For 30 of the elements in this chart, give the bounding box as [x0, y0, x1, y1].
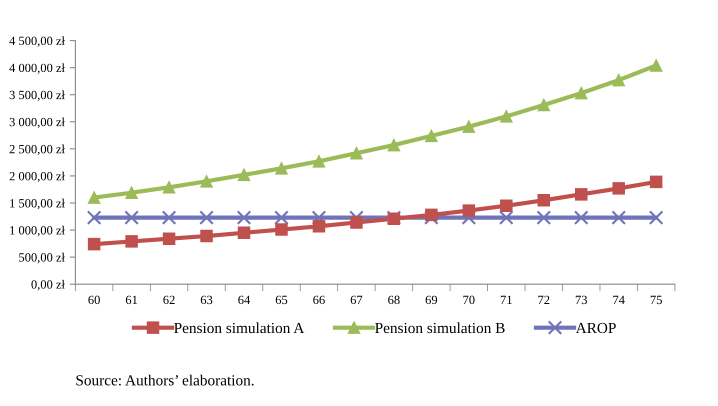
x-tick-label: 70 — [463, 296, 475, 304]
x-tick-label: 65 — [276, 296, 288, 304]
y-tick-label: 500,00 zł — [19, 252, 65, 264]
y-tick-label: 1 000,00 zł — [10, 226, 65, 236]
y-tick-label: 3 000,00 zł — [10, 117, 65, 128]
x-tick-label: 62 — [163, 296, 175, 304]
y-tick-label: 2 000,00 zł — [10, 172, 65, 182]
x-tick-label: 66 — [313, 296, 325, 304]
y-tick-label: 4 500,00 zł — [9, 36, 65, 47]
x-tick-label: 63 — [200, 296, 212, 304]
x-tick-label: 69 — [426, 296, 438, 304]
y-tick-label: 2 500,00 zł — [10, 144, 65, 156]
x-tick-label: 68 — [388, 296, 400, 304]
x-tick-label: 61 — [126, 296, 138, 304]
x-tick-label: 75 — [650, 296, 662, 304]
x-tick-label: 71 — [500, 296, 512, 304]
y-tick-label: 1 500,00 zł — [10, 198, 65, 210]
legend-label: AROP — [576, 322, 616, 334]
source-note: Source: Authors’ elaboration. — [76, 374, 254, 386]
y-tick-label: 0,00 zł — [31, 280, 65, 290]
legend-label: Pension simulation B — [375, 322, 505, 334]
legend-label: Pension simulation A — [174, 322, 304, 334]
x-tick-label: 72 — [538, 296, 550, 304]
x-tick-label: 67 — [350, 296, 362, 304]
x-tick-label: 64 — [238, 296, 250, 304]
x-tick-label: 74 — [613, 296, 625, 304]
y-tick-label: 3 500,00 zł — [10, 90, 65, 101]
x-tick-label: 60 — [88, 296, 100, 304]
x-tick-label: 73 — [576, 296, 588, 304]
y-tick-label: 4 000,00 zł — [9, 63, 65, 74]
